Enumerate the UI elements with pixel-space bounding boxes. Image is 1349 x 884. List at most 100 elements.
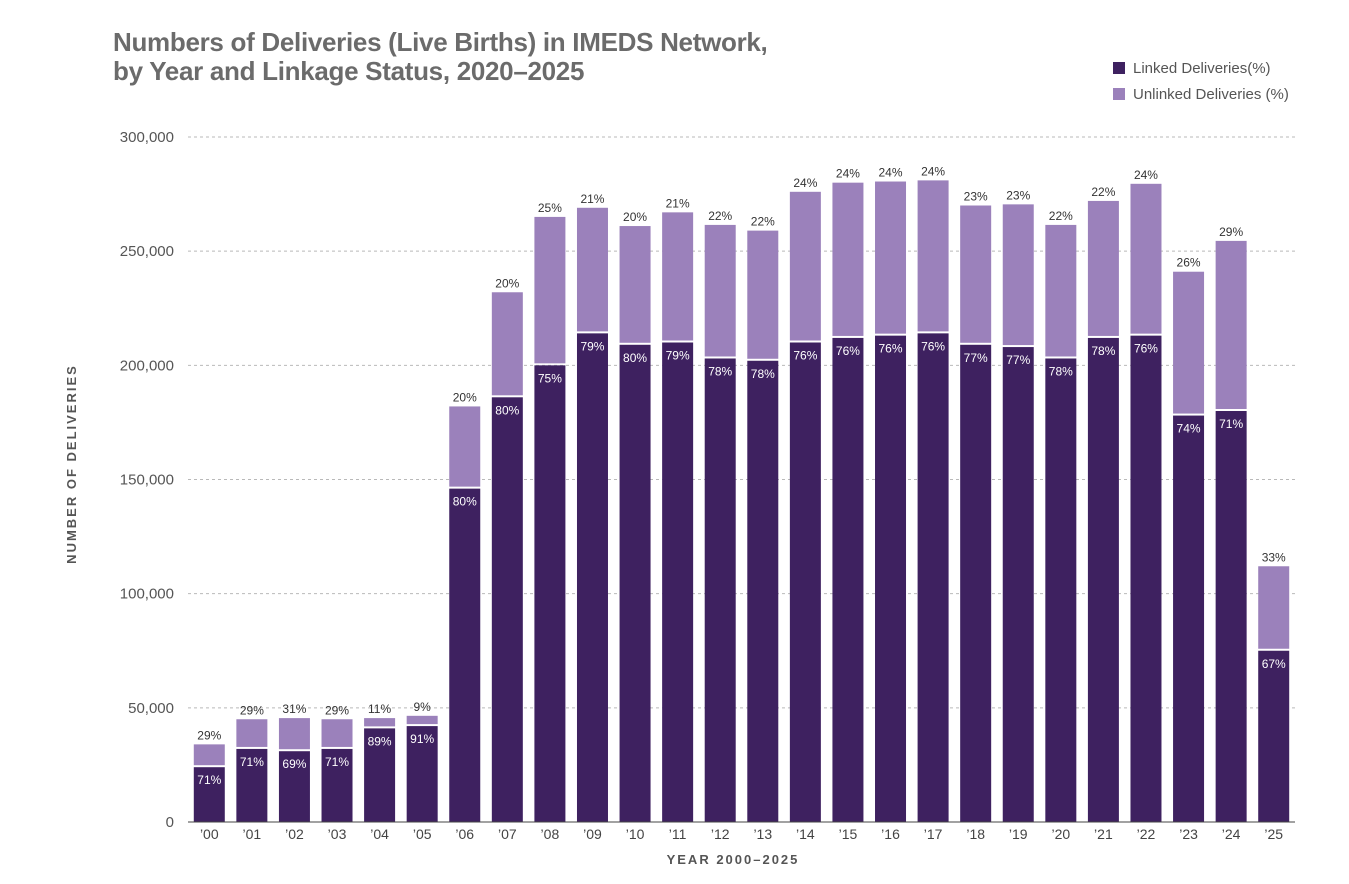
x-tick-label: ’17 xyxy=(924,826,943,842)
data-label-unlinked: 21% xyxy=(666,196,690,210)
x-tick-label: ’21 xyxy=(1094,826,1113,842)
chart-title: Numbers of Deliveries (Live Births) in I… xyxy=(113,27,768,86)
y-tick-label: 150,000 xyxy=(120,472,174,489)
data-label-linked: 77% xyxy=(964,351,988,365)
data-label-linked: 74% xyxy=(1177,422,1201,436)
bar-unlinked xyxy=(1045,224,1077,357)
data-label-linked: 78% xyxy=(1049,364,1073,378)
chart-title-line-1: Numbers of Deliveries (Live Births) in I… xyxy=(113,27,768,57)
data-label-unlinked: 22% xyxy=(1091,185,1115,199)
bar-linked xyxy=(364,728,396,822)
legend-swatch-unlinked xyxy=(1113,88,1125,100)
bar-unlinked xyxy=(1215,240,1247,409)
data-label-linked: 71% xyxy=(197,773,221,787)
x-tick-label: ’14 xyxy=(796,826,815,842)
data-label-unlinked: 29% xyxy=(240,703,264,717)
data-label-unlinked: 22% xyxy=(1049,209,1073,223)
x-tick-label: ’18 xyxy=(966,826,985,842)
data-label-linked: 79% xyxy=(666,349,690,363)
data-label-unlinked: 24% xyxy=(793,176,817,190)
bar-unlinked xyxy=(1173,271,1205,414)
data-label-linked: 76% xyxy=(921,339,945,353)
bar-linked xyxy=(1215,411,1247,822)
x-tick-label: ’12 xyxy=(711,826,730,842)
x-tick-label: ’07 xyxy=(498,826,517,842)
y-tick-label: 100,000 xyxy=(120,586,174,603)
bar-unlinked xyxy=(917,180,949,332)
data-label-unlinked: 29% xyxy=(325,703,349,717)
data-label-linked: 78% xyxy=(708,364,732,378)
data-label-unlinked: 9% xyxy=(414,700,432,714)
bar-linked xyxy=(1002,347,1034,822)
data-label-linked: 78% xyxy=(1091,344,1115,358)
bar-unlinked xyxy=(236,719,268,747)
bar-linked xyxy=(1173,415,1205,822)
x-tick-label: ’02 xyxy=(285,826,304,842)
data-label-linked: 71% xyxy=(1219,417,1243,431)
data-label-unlinked: 20% xyxy=(623,210,647,224)
bar-linked xyxy=(278,751,310,822)
y-tick-label: 0 xyxy=(166,814,174,831)
bar-linked xyxy=(576,333,608,822)
x-axis-ticks: ’00 ’01 ’02 ’03 ’04 ’05 ’06 ’07 ’08 ’09 ’10 ’11 ’12 ’… xyxy=(200,826,1283,842)
chart-title-line-2: by Year and Linkage Status, 2020–2025 xyxy=(113,56,585,86)
bar-unlinked xyxy=(364,718,396,727)
x-tick-label: ’22 xyxy=(1137,826,1156,842)
y-tick-label: 250,000 xyxy=(120,243,174,260)
bar-unlinked xyxy=(576,207,608,332)
bar-unlinked xyxy=(449,406,481,487)
bar-unlinked xyxy=(1130,183,1162,334)
data-label-linked: 76% xyxy=(1134,342,1158,356)
bar-linked xyxy=(789,342,821,822)
bar-linked xyxy=(747,360,779,822)
x-tick-label: ’11 xyxy=(669,826,687,842)
data-labels: 71% 29% 71% 29% 69% 31% 71% 29% 89% 11% 91% 9% 80% 20… xyxy=(197,164,1286,787)
data-label-unlinked: 33% xyxy=(1262,550,1286,564)
bar-unlinked xyxy=(534,216,566,364)
data-label-linked: 91% xyxy=(410,732,434,746)
data-label-unlinked: 29% xyxy=(1219,225,1243,239)
data-label-linked: 75% xyxy=(538,371,562,385)
bar-unlinked xyxy=(1002,204,1034,346)
bar-linked xyxy=(917,333,949,822)
bar-linked xyxy=(832,337,864,822)
bar-unlinked xyxy=(321,719,353,747)
data-label-unlinked: 29% xyxy=(197,728,221,742)
data-label-linked: 80% xyxy=(453,495,477,509)
bar-linked xyxy=(875,335,907,822)
data-label-unlinked: 24% xyxy=(836,167,860,181)
data-label-linked: 67% xyxy=(1262,657,1286,671)
bar-linked xyxy=(662,342,694,822)
data-label-linked: 77% xyxy=(1006,353,1030,367)
y-axis-ticks: 0 50,000 100,000 150,000 200,000 250,000 300,0… xyxy=(120,129,174,831)
data-label-linked: 71% xyxy=(325,755,349,769)
x-tick-label: ’09 xyxy=(583,826,602,842)
legend-label-linked: Linked Deliveries(%) xyxy=(1133,59,1271,77)
data-label-unlinked: 31% xyxy=(282,702,306,716)
x-tick-label: ’10 xyxy=(626,826,645,842)
x-tick-label: ’01 xyxy=(243,826,262,842)
bar-unlinked xyxy=(491,292,523,396)
data-label-unlinked: 25% xyxy=(538,201,562,215)
bar-unlinked xyxy=(278,718,310,750)
bar-unlinked xyxy=(875,181,907,334)
data-label-unlinked: 24% xyxy=(1134,168,1158,182)
data-label-linked: 76% xyxy=(793,349,817,363)
data-label-unlinked: 24% xyxy=(921,164,945,178)
bar-unlinked xyxy=(789,191,821,341)
bars xyxy=(193,180,1290,822)
data-label-linked: 76% xyxy=(879,342,903,356)
bar-linked xyxy=(406,726,438,822)
data-label-unlinked: 20% xyxy=(495,276,519,290)
data-label-linked: 78% xyxy=(751,367,775,381)
data-label-unlinked: 22% xyxy=(708,209,732,223)
x-tick-label: ’00 xyxy=(200,826,219,842)
data-label-linked: 89% xyxy=(368,734,392,748)
bar-unlinked xyxy=(704,224,736,357)
x-tick-label: ’05 xyxy=(413,826,432,842)
x-tick-label: ’13 xyxy=(753,826,772,842)
x-tick-label: ’25 xyxy=(1264,826,1283,842)
x-tick-label: ’08 xyxy=(541,826,560,842)
gridlines xyxy=(188,136,1295,709)
data-label-unlinked: 22% xyxy=(751,215,775,229)
